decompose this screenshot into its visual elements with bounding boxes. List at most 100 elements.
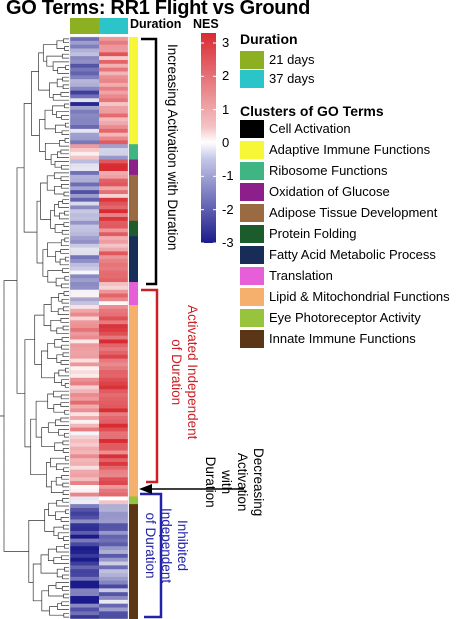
heatmap-cell	[70, 607, 99, 612]
legend-label: Protein Folding	[269, 226, 357, 241]
colorbar-tick-label: 3	[222, 35, 230, 50]
heatmap-cell	[70, 40, 99, 46]
heatmap-cell	[99, 362, 128, 367]
heatmap-cell	[99, 615, 128, 619]
heatmap-cell	[99, 90, 128, 95]
heatmap-cell	[99, 193, 128, 199]
annotation-line: of Duration	[169, 339, 184, 406]
heatmap-cell	[99, 435, 128, 440]
heatmap-cell	[70, 228, 99, 233]
heatmap-cell	[70, 427, 99, 432]
heatmap-cell	[70, 404, 99, 409]
heatmap-cell	[70, 469, 99, 474]
heatmap-cell	[70, 155, 99, 160]
heatmap-cell	[99, 324, 128, 329]
heatmap-cell	[99, 213, 128, 218]
legend-swatch	[240, 183, 264, 201]
cluster-segment	[129, 37, 138, 145]
heatmap-cell	[99, 442, 128, 448]
cluster-segment	[129, 144, 138, 160]
heatmap-cell	[99, 52, 128, 57]
heatmap-cell	[99, 71, 128, 76]
heatmap-cell	[99, 59, 128, 65]
heatmap-cell	[99, 297, 128, 302]
colorbar-label: NES	[193, 17, 219, 31]
heatmap-cell	[70, 412, 99, 417]
heatmap-cell	[70, 396, 99, 402]
legend-item-37-days: 37 days	[240, 70, 461, 88]
heatmap-cell	[70, 105, 99, 111]
heatmap-cell	[99, 113, 128, 118]
annotation-line: of Duration	[143, 512, 158, 579]
heatmap-cell	[70, 366, 99, 371]
heatmap-cell	[99, 584, 128, 589]
heatmap-cell	[99, 603, 128, 608]
legend-label: Lipid & Mitochondrial Functions	[269, 289, 450, 304]
heatmap-cell	[70, 458, 99, 463]
bracket-inhibited	[140, 492, 163, 619]
heatmap-cell	[99, 186, 128, 191]
heatmap-cell	[99, 63, 128, 69]
heatmap-cell	[99, 565, 128, 570]
heatmap-cell	[99, 335, 128, 340]
heatmap-cell	[99, 569, 128, 574]
colorbar-tick-label: -1	[222, 168, 234, 184]
arrow-head	[139, 484, 152, 494]
heatmap-cell	[70, 576, 99, 582]
legend-swatch	[240, 267, 264, 285]
heatmap-cell	[99, 458, 128, 463]
legend-label: Ribosome Functions	[269, 163, 388, 178]
heatmap-cell	[99, 511, 128, 517]
heatmap-cell	[70, 289, 99, 294]
duration-legend-title: Duration	[240, 31, 298, 47]
heatmap-cell	[99, 79, 128, 84]
heatmap-cell	[70, 163, 99, 168]
heatmap-cell	[99, 481, 128, 486]
heatmap-cell	[70, 500, 99, 505]
heatmap-cell	[99, 308, 128, 314]
heatmap-cell	[70, 347, 99, 352]
heatmap-cell	[99, 282, 128, 287]
legend-item-21-days: 21 days	[240, 51, 461, 69]
heatmap-cell	[99, 377, 128, 383]
heatmap-cell	[99, 255, 128, 260]
legend-item-cluster: Lipid & Mitochondrial Functions	[240, 288, 461, 306]
heatmap-cell	[99, 102, 128, 107]
column-color-21-days	[70, 18, 99, 34]
colorbar-tick-label: -3	[222, 235, 234, 250]
heatmap-cell	[99, 40, 128, 46]
heatmap-border	[69, 36, 129, 619]
heatmap-cell	[99, 431, 128, 436]
heatmap-cell	[70, 328, 99, 333]
heatmap-cell	[70, 37, 99, 42]
heatmap-cell	[99, 488, 128, 494]
heatmap-cell	[99, 373, 128, 379]
heatmap-cell	[99, 125, 128, 130]
heatmap-cell	[70, 132, 99, 137]
heatmap-cell	[99, 370, 128, 375]
legend-item-cluster: Adaptive Immune Functions	[240, 141, 461, 159]
heatmap-cell	[99, 289, 128, 294]
heatmap-cell	[99, 236, 128, 241]
cluster-color-bar	[129, 37, 138, 619]
legend-label: 21 days	[269, 52, 315, 67]
colorbar-tick-label: 0	[222, 135, 230, 150]
heatmap-cell	[70, 435, 99, 440]
heatmap-cell	[70, 243, 99, 248]
heatmap-cell	[70, 527, 99, 532]
heatmap-cell	[70, 530, 99, 536]
heatmap-cell	[99, 98, 128, 103]
heatmap-cells	[69, 36, 129, 619]
colorbar-tick-label: 1	[222, 101, 230, 117]
heatmap-cell	[99, 285, 128, 291]
annotation-line: Increasing Activation with Duration	[165, 44, 180, 251]
heatmap-cell	[99, 301, 128, 306]
heatmap-cell	[70, 190, 99, 195]
heatmap-cell	[70, 197, 99, 203]
legend-item-cluster: Oxidation of Glucose	[240, 183, 461, 201]
heatmap-cell	[70, 44, 99, 49]
heatmap-cell	[70, 216, 99, 222]
heatmap-cell	[70, 615, 99, 619]
heatmap-cell	[70, 400, 99, 405]
heatmap-cell	[70, 136, 99, 141]
